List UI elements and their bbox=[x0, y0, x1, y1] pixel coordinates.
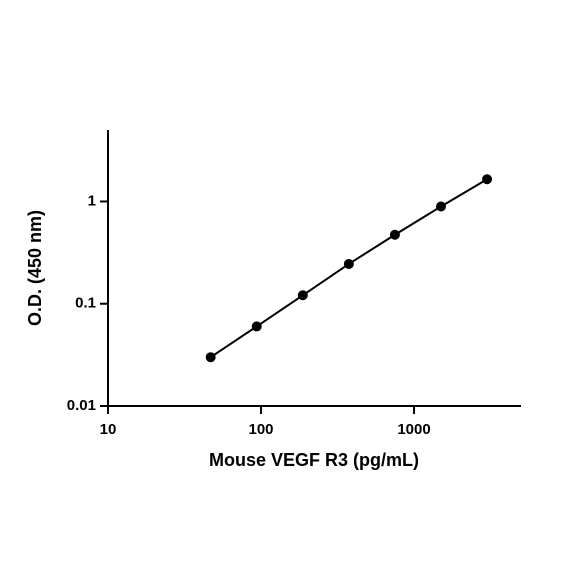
x-axis-label: Mouse VEGF R3 (pg/mL) bbox=[209, 450, 419, 470]
y-tick-label: 0.1 bbox=[75, 295, 96, 312]
point bbox=[205, 352, 216, 363]
point bbox=[389, 229, 400, 240]
x-tick-label: 1000 bbox=[397, 421, 430, 438]
y-axis-label: O.D. (450 nm) bbox=[25, 210, 45, 326]
point bbox=[251, 321, 262, 332]
point bbox=[435, 201, 446, 212]
point bbox=[297, 290, 308, 301]
x-tick-label: 10 bbox=[100, 421, 117, 438]
y-tick-label: 0.01 bbox=[67, 397, 96, 414]
point bbox=[482, 174, 493, 185]
point bbox=[343, 258, 354, 269]
y-tick-label: 1 bbox=[88, 192, 96, 209]
x-tick-label: 100 bbox=[249, 421, 274, 438]
